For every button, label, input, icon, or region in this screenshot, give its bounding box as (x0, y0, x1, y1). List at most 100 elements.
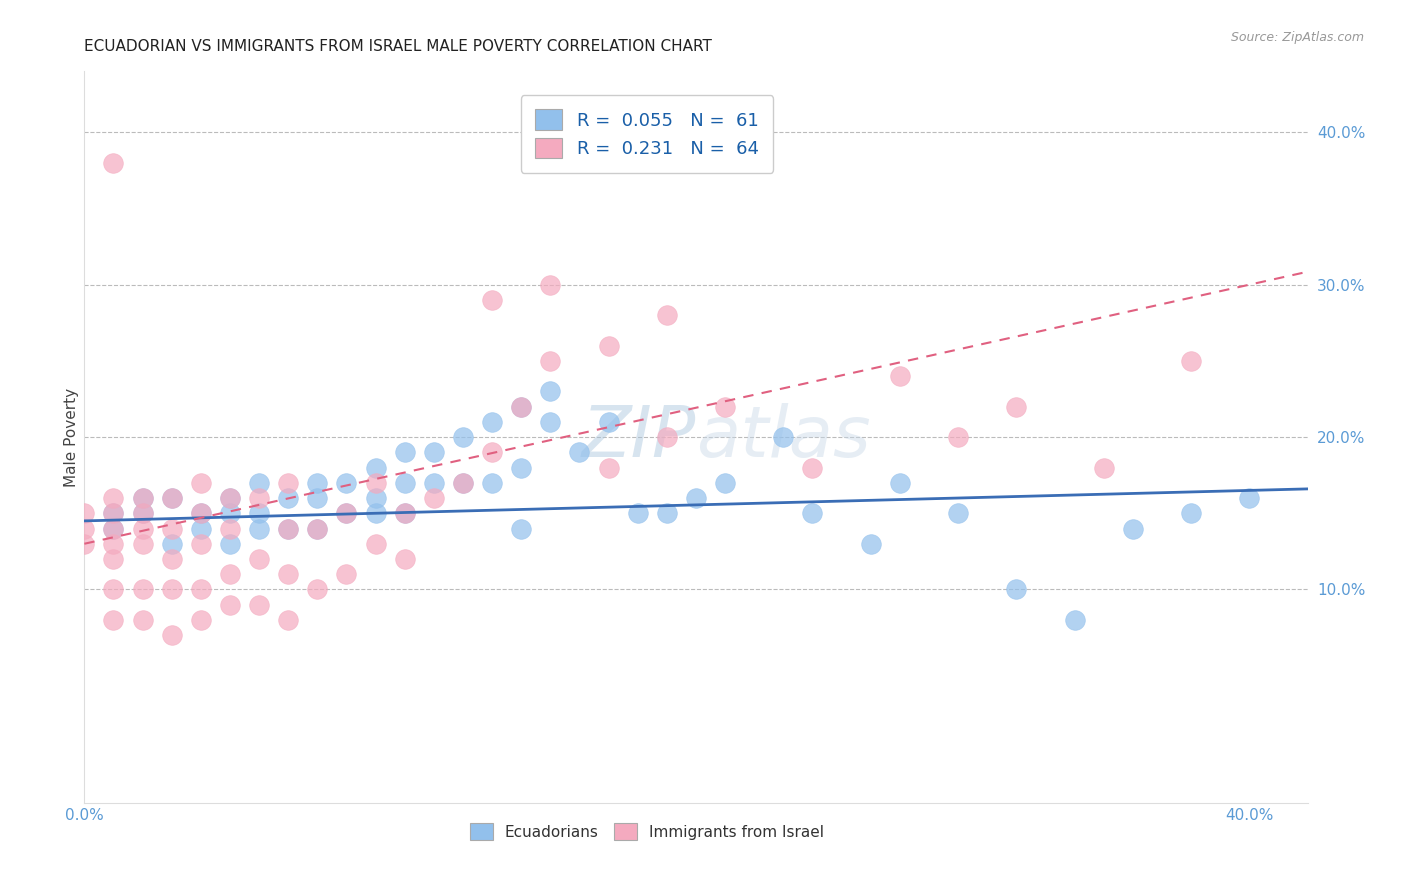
Point (160, 491, 183, 505)
Point (160, 628, 183, 642)
Point (423, 445, 446, 459)
Point (481, 415, 503, 429)
Point (394, 552, 416, 566)
Point (160, 521, 183, 535)
Point (103, 506, 125, 520)
Point (219, 491, 242, 505)
Point (714, 475, 737, 490)
Point (103, 613, 125, 627)
Point (103, 506, 125, 520)
Point (131, 582, 153, 597)
Point (219, 521, 242, 535)
Point (1239, 491, 1261, 505)
Point (190, 537, 212, 551)
Point (598, 460, 620, 475)
Point (451, 475, 474, 490)
Point (277, 613, 299, 627)
Point (655, 308, 678, 322)
Point (190, 506, 212, 520)
Point (73, 506, 96, 520)
Point (889, 475, 911, 490)
Point (335, 506, 357, 520)
Point (1005, 400, 1028, 414)
Point (103, 491, 125, 505)
Point (510, 400, 533, 414)
Point (335, 475, 357, 490)
Point (481, 293, 503, 307)
Point (277, 521, 299, 535)
Point (394, 475, 416, 490)
Point (190, 582, 212, 597)
Point (1180, 506, 1202, 520)
Point (538, 415, 561, 429)
Point (510, 400, 533, 414)
Point (190, 521, 212, 535)
Point (131, 537, 153, 551)
Point (801, 460, 824, 475)
Point (1122, 521, 1144, 535)
Point (538, 354, 561, 368)
Point (335, 506, 357, 520)
Point (598, 415, 620, 429)
Point (219, 506, 242, 520)
Point (1063, 613, 1085, 627)
Point (1092, 460, 1115, 475)
Point (247, 552, 270, 566)
Point (219, 567, 242, 582)
Point (160, 552, 183, 566)
Point (190, 506, 212, 520)
Point (481, 475, 503, 490)
Point (307, 521, 329, 535)
Point (364, 537, 387, 551)
Point (394, 506, 416, 520)
Point (190, 475, 212, 490)
Point (247, 506, 270, 520)
Point (103, 155, 125, 169)
Point (103, 521, 125, 535)
Point (627, 506, 650, 520)
Point (247, 598, 270, 612)
Point (394, 506, 416, 520)
Point (131, 613, 153, 627)
Point (190, 613, 212, 627)
Point (73, 537, 96, 551)
Text: ZIP: ZIP (582, 402, 696, 472)
Point (277, 475, 299, 490)
Point (451, 475, 474, 490)
Point (73, 521, 96, 535)
Point (481, 445, 503, 459)
Point (247, 521, 270, 535)
Point (801, 506, 824, 520)
Point (538, 277, 561, 292)
Point (131, 506, 153, 520)
Point (655, 506, 678, 520)
Point (131, 491, 153, 505)
Point (655, 430, 678, 444)
Point (307, 491, 329, 505)
Point (277, 491, 299, 505)
Point (451, 430, 474, 444)
Point (131, 506, 153, 520)
Point (423, 475, 446, 490)
Point (103, 582, 125, 597)
Point (131, 521, 153, 535)
Point (160, 582, 183, 597)
Point (103, 521, 125, 535)
Point (946, 430, 969, 444)
Point (859, 537, 882, 551)
Point (247, 475, 270, 490)
Point (277, 567, 299, 582)
Point (103, 537, 125, 551)
Point (1180, 354, 1202, 368)
Point (568, 445, 591, 459)
Point (423, 491, 446, 505)
Point (160, 491, 183, 505)
Point (335, 567, 357, 582)
Point (364, 506, 387, 520)
Point (889, 369, 911, 384)
Point (510, 521, 533, 535)
Point (307, 582, 329, 597)
Point (598, 338, 620, 352)
Point (307, 475, 329, 490)
Point (772, 430, 794, 444)
